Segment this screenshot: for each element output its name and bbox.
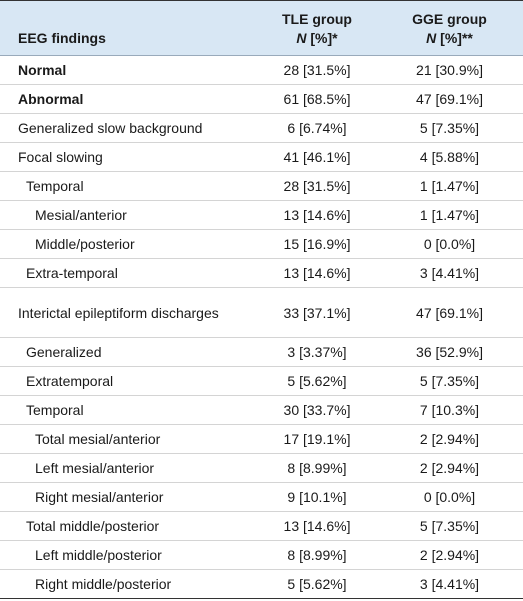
cell: 5 [7.35%] bbox=[419, 373, 480, 389]
row-label: Extra-temporal bbox=[26, 265, 118, 281]
cell: 13 [14.6%] bbox=[283, 518, 351, 534]
table-row: Temporal 28 [31.5%] 1 [1.47%] bbox=[0, 172, 523, 201]
header-title: GGE group bbox=[412, 11, 487, 27]
cell: 2 [2.94%] bbox=[419, 431, 480, 447]
row-label: Left mesial/anterior bbox=[35, 460, 155, 476]
table-row: Interictal epileptiform discharges 33 [37… bbox=[0, 288, 523, 338]
cell: 3 [4.41%] bbox=[419, 576, 480, 592]
cell: 0 [0.0%] bbox=[423, 489, 476, 505]
unit: [%]** bbox=[440, 30, 473, 46]
cell: 61 [68.5%] bbox=[283, 91, 351, 107]
table-row: Mesial/anterior 13 [14.6%] 1 [1.47%] bbox=[0, 201, 523, 230]
row-label: Extratemporal bbox=[26, 373, 114, 389]
row-label: Right middle/posterior bbox=[35, 576, 172, 592]
cell: 9 [10.1%] bbox=[287, 489, 347, 505]
row-label: Temporal bbox=[26, 178, 84, 194]
row-label: Temporal bbox=[26, 402, 84, 418]
table-row: Total middle/posterior 13 [14.6%] 5 [7.35%… bbox=[0, 512, 523, 541]
table-row: Extratemporal 5 [5.62%] 5 [7.35%] bbox=[0, 367, 523, 396]
cell: 13 [14.6%] bbox=[283, 207, 351, 223]
header-cell: GGE group N [%]** bbox=[376, 1, 523, 55]
header-sub: N [%]** bbox=[376, 29, 523, 48]
cell: 5 [5.62%] bbox=[287, 576, 347, 592]
cell: 1 [1.47%] bbox=[419, 178, 480, 194]
cell: 2 [2.94%] bbox=[419, 547, 480, 563]
table-row: Right mesial/anterior 9 [10.1%] 0 [0.0%] bbox=[0, 483, 523, 512]
cell: 5 [7.35%] bbox=[419, 518, 480, 534]
table-row: Temporal 30 [33.7%] 7 [10.3%] bbox=[0, 396, 523, 425]
row-label: Left middle/posterior bbox=[35, 547, 162, 563]
cell: 6 [6.74%] bbox=[287, 120, 347, 136]
table-row: Extra-temporal 13 [14.6%] 3 [4.41%] bbox=[0, 259, 523, 288]
cell: 47 [69.1%] bbox=[416, 91, 483, 107]
header-cell: TLE group N [%]* bbox=[258, 1, 376, 55]
header-row: EEG findings TLE group N [%]* GGE group … bbox=[0, 1, 523, 56]
table-row: Focal slowing 41 [46.1%] 4 [5.88%] bbox=[0, 143, 523, 172]
table-row: Generalized 3 [3.37%] 36 [52.9%] bbox=[0, 338, 523, 367]
row-label: Middle/posterior bbox=[35, 236, 135, 252]
row-label: Mesial/anterior bbox=[35, 207, 127, 223]
table-row: Right middle/posterior 5 [5.62%] 3 [4.41%] bbox=[0, 570, 523, 598]
cell: 7 [10.3%] bbox=[419, 402, 480, 418]
table-row: Left middle/posterior 8 [8.99%] 2 [2.94%] bbox=[0, 541, 523, 570]
row-label: Interictal epileptiform discharges bbox=[18, 304, 219, 321]
cell: 3 [3.37%] bbox=[287, 344, 347, 360]
cell: 13 [14.6%] bbox=[283, 265, 351, 281]
cell: 36 [52.9%] bbox=[416, 344, 483, 360]
row-label: Normal bbox=[18, 62, 67, 78]
row-label: Total mesial/anterior bbox=[35, 431, 161, 447]
table-row: Total mesial/anterior 17 [19.1%] 2 [2.94%] bbox=[0, 425, 523, 454]
table-row: Left mesial/anterior 8 [8.99%] 2 [2.94%] bbox=[0, 454, 523, 483]
cell: 15 [16.9%] bbox=[283, 236, 351, 252]
cell: 8 [8.99%] bbox=[287, 460, 347, 476]
cell: 47 [69.1%] bbox=[416, 304, 483, 321]
cell: 2 [2.94%] bbox=[419, 460, 480, 476]
table-row: Middle/posterior 15 [16.9%] 0 [0.0%] bbox=[0, 230, 523, 259]
unit: [%]* bbox=[310, 30, 338, 46]
cell: 28 [31.5%] bbox=[283, 62, 351, 78]
table-body: Normal 28 [31.5%] 21 [30.9%] Abnormal 61 [68… bbox=[0, 56, 523, 598]
cell: 30 [33.7%] bbox=[283, 402, 351, 418]
row-label: Total middle/posterior bbox=[26, 518, 160, 534]
cell: 5 [5.62%] bbox=[287, 373, 347, 389]
cell: 8 [8.99%] bbox=[287, 547, 347, 563]
cell: 1 [1.47%] bbox=[419, 207, 480, 223]
header-cell: EEG findings bbox=[18, 30, 106, 46]
cell: 5 [7.35%] bbox=[419, 120, 480, 136]
cell: 33 [37.1%] bbox=[283, 304, 351, 321]
cell: 4 [5.88%] bbox=[419, 149, 480, 165]
n-symbol: N bbox=[426, 30, 437, 46]
header-sub: N [%]* bbox=[258, 29, 376, 48]
header-title: TLE group bbox=[282, 11, 352, 27]
row-label: Abnormal bbox=[18, 91, 84, 107]
table-row: Normal 28 [31.5%] 21 [30.9%] bbox=[0, 56, 523, 85]
cell: 41 [46.1%] bbox=[283, 149, 351, 165]
row-label: Right mesial/anterior bbox=[35, 489, 164, 505]
n-symbol: N bbox=[296, 30, 307, 46]
cell: 3 [4.41%] bbox=[419, 265, 480, 281]
cell: 28 [31.5%] bbox=[283, 178, 351, 194]
row-label: Focal slowing bbox=[18, 149, 103, 165]
cell: 0 [0.0%] bbox=[423, 236, 476, 252]
table-row: Abnormal 61 [68.5%] 47 [69.1%] bbox=[0, 85, 523, 114]
cell: 17 [19.1%] bbox=[283, 431, 351, 447]
cell: 21 [30.9%] bbox=[416, 62, 483, 78]
table-row: Generalized slow background 6 [6.74%] 5 [7… bbox=[0, 114, 523, 143]
row-label: Generalized slow background bbox=[18, 120, 203, 136]
row-label: Generalized bbox=[26, 344, 102, 360]
